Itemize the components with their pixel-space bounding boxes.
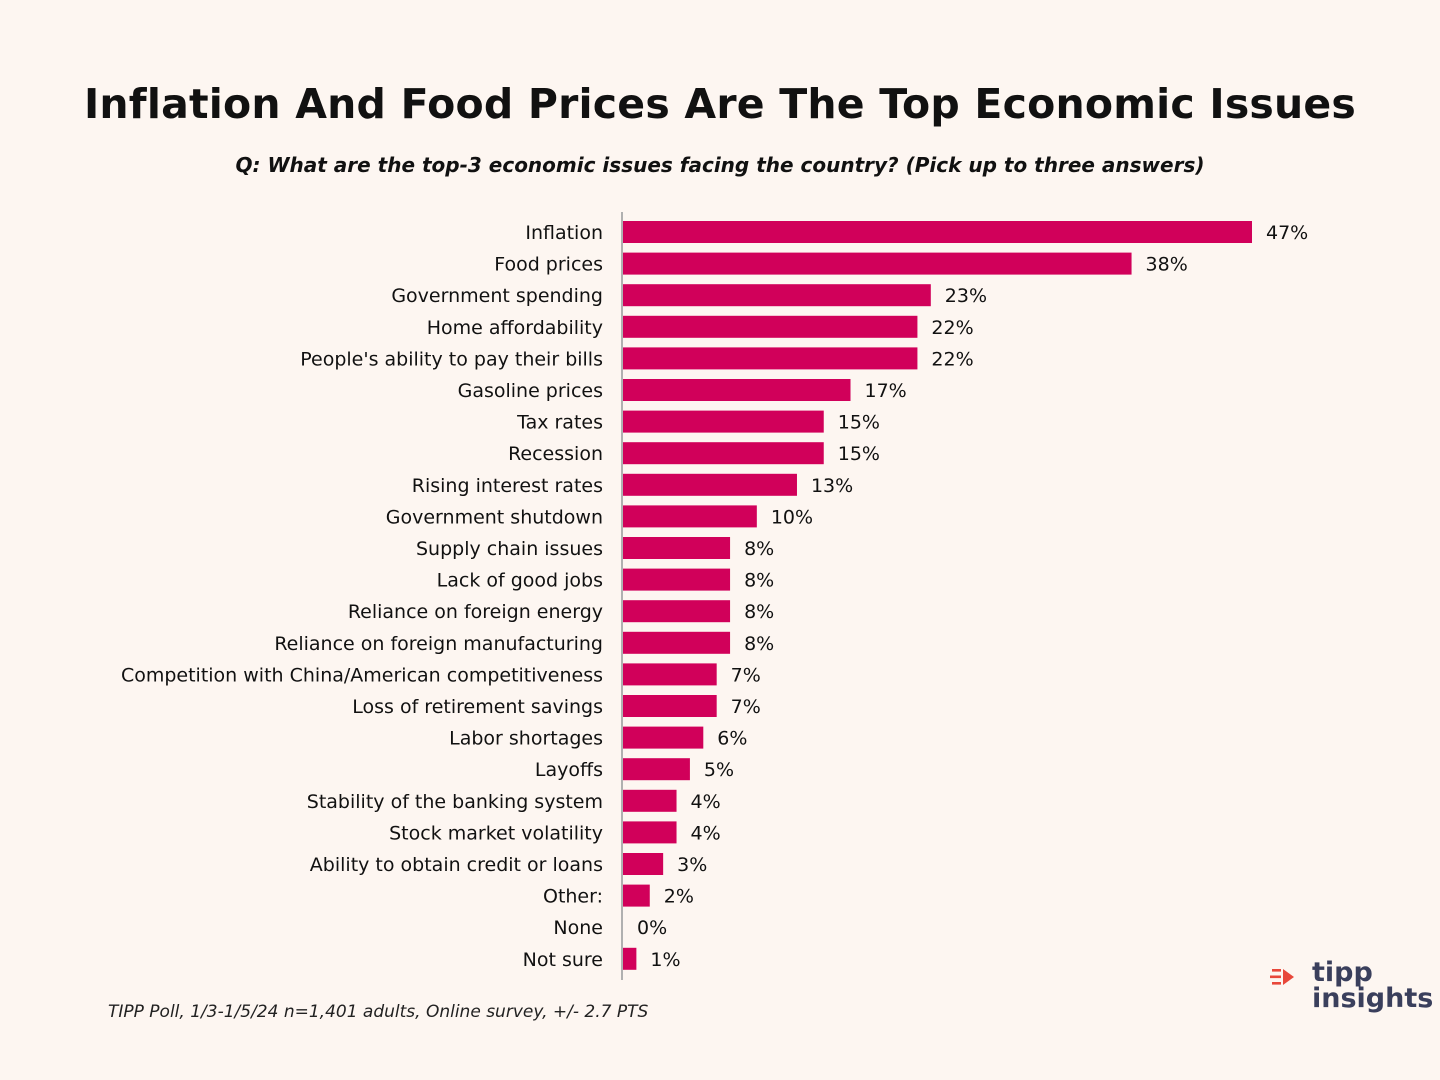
tipp-insights-logo-icon [1270,969,1294,985]
value-label: 8% [744,601,774,623]
category-label: Other: [543,886,603,908]
value-label: 8% [744,633,774,655]
value-label: 17% [865,380,907,402]
bar [623,473,797,496]
category-label: Competition with China/American competit… [121,664,603,686]
tipp-insights-logo: tipp insights [1268,958,1433,1018]
value-label: 10% [771,506,813,528]
bar [623,347,918,370]
category-label: Recession [508,443,603,465]
category-label: Reliance on foreign manufacturing [274,633,603,655]
category-label: Government shutdown [386,506,603,528]
category-label: Inflation [525,222,603,244]
category-label: People's ability to pay their bills [300,348,603,370]
chart-subtitle: Q: What are the top-3 economic issues fa… [235,153,1205,177]
bar [623,663,717,686]
value-label: 8% [744,538,774,560]
bar [623,505,757,528]
bar [623,789,677,812]
bar [623,631,731,654]
category-label: Stock market volatility [389,822,603,844]
value-label: 0% [637,917,667,939]
value-label: 15% [838,443,880,465]
category-label: Ability to obtain credit or loans [310,854,603,876]
bar [623,695,717,717]
bar [623,758,690,781]
bar [623,410,824,433]
bar [623,884,650,907]
category-label: Gasoline prices [458,380,603,402]
category-label: Tax rates [516,412,603,434]
bar [623,537,731,559]
value-label: 4% [691,822,721,844]
bar [623,600,731,623]
value-label: 22% [931,348,973,370]
category-label: Government spending [391,285,603,307]
value-label: 4% [691,791,721,813]
value-label: 5% [704,759,734,781]
value-label: 38% [1146,254,1188,276]
category-label: None [553,917,603,939]
bar [623,315,918,338]
category-label: Loss of retirement savings [352,696,603,718]
category-label: Home affordability [427,317,603,339]
bar [623,442,824,465]
category-label: Supply chain issues [416,538,603,560]
logo-text-insights: insights [1312,983,1434,1014]
bar [623,379,851,401]
value-label: 7% [731,664,761,686]
value-label: 7% [731,696,761,718]
value-label: 13% [811,475,853,497]
category-label: Labor shortages [449,728,603,750]
category-label: Not sure [523,949,603,971]
bar [623,821,677,844]
category-label: Food prices [494,254,603,276]
category-label: Stability of the banking system [307,791,603,813]
value-label: 2% [664,886,694,908]
category-label: Reliance on foreign energy [348,601,603,623]
bar [623,252,1132,275]
bar [623,284,931,307]
category-label: Rising interest rates [412,475,603,497]
value-label: 23% [945,285,987,307]
bar [623,221,1252,243]
value-label: 15% [838,412,880,434]
value-label: 22% [931,317,973,339]
bar [623,726,704,749]
source-footnote: TIPP Poll, 1/3-1/5/24 n=1,401 adults, On… [108,1002,649,1022]
value-label: 1% [650,949,680,971]
value-label: 3% [677,854,707,876]
value-label: 8% [744,570,774,592]
logo-text-tipp: tipp [1312,957,1373,988]
bar [623,853,664,875]
chart-title: Inflation And Food Prices Are The Top Ec… [83,80,1357,128]
category-label: Layoffs [535,759,603,781]
bar [623,568,731,591]
bar [623,947,637,970]
value-label: 47% [1266,222,1308,244]
value-label: 6% [717,728,747,750]
category-label: Lack of good jobs [437,570,603,592]
